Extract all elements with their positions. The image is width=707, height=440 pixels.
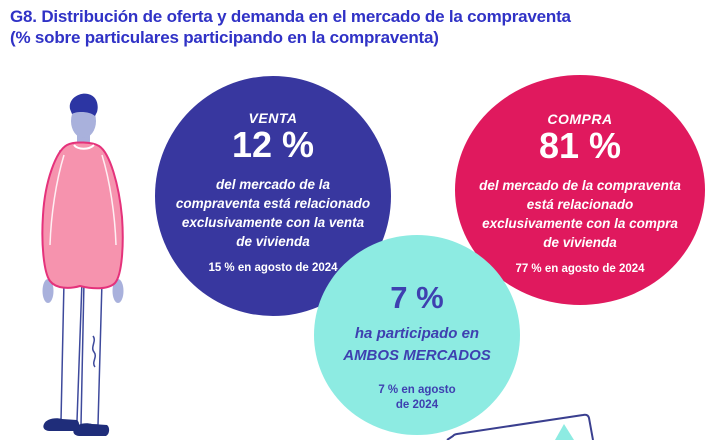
bubble-venta-value: 12 % [231,124,315,165]
bubble-compra-label: COMPRA [547,111,613,127]
bubble-venta: VENTA 12 % del mercado de la compraventa… [155,76,391,316]
bubble-venta-previous: 15 % en agosto de 2024 [208,262,338,274]
bubble-venta-label: VENTA [248,110,298,126]
bubble-compra-value: 81 % [538,125,622,166]
person-illustration [41,93,124,436]
bubble-ambos-previous: 7 % en agosto de 2024 [378,384,456,411]
chart-title-line2: (% sobre particulares participando en la… [10,28,439,47]
bubble-ambos-description: ha participado en AMBOS MERCADOS [343,325,491,364]
bubble-compra-previous: 77 % en agosto de 2024 [515,263,645,275]
bubble-compra-description: del mercado de la compraventa está relac… [479,178,681,250]
bubble-compra: COMPRA 81 % del mercado de la compravent… [455,75,705,305]
bubble-ambos: 7 % ha participado en AMBOS MERCADOS 7 %… [314,235,520,435]
bubble-venta-description: del mercado de la compraventa está relac… [175,177,371,249]
bubble-ambos-value: 7 % [390,280,444,315]
chart-title-line1: G8. Distribución de oferta y demanda en … [10,7,571,26]
chart-title: G8. Distribución de oferta y demanda en … [10,6,690,48]
laptop-illustration [446,413,594,440]
